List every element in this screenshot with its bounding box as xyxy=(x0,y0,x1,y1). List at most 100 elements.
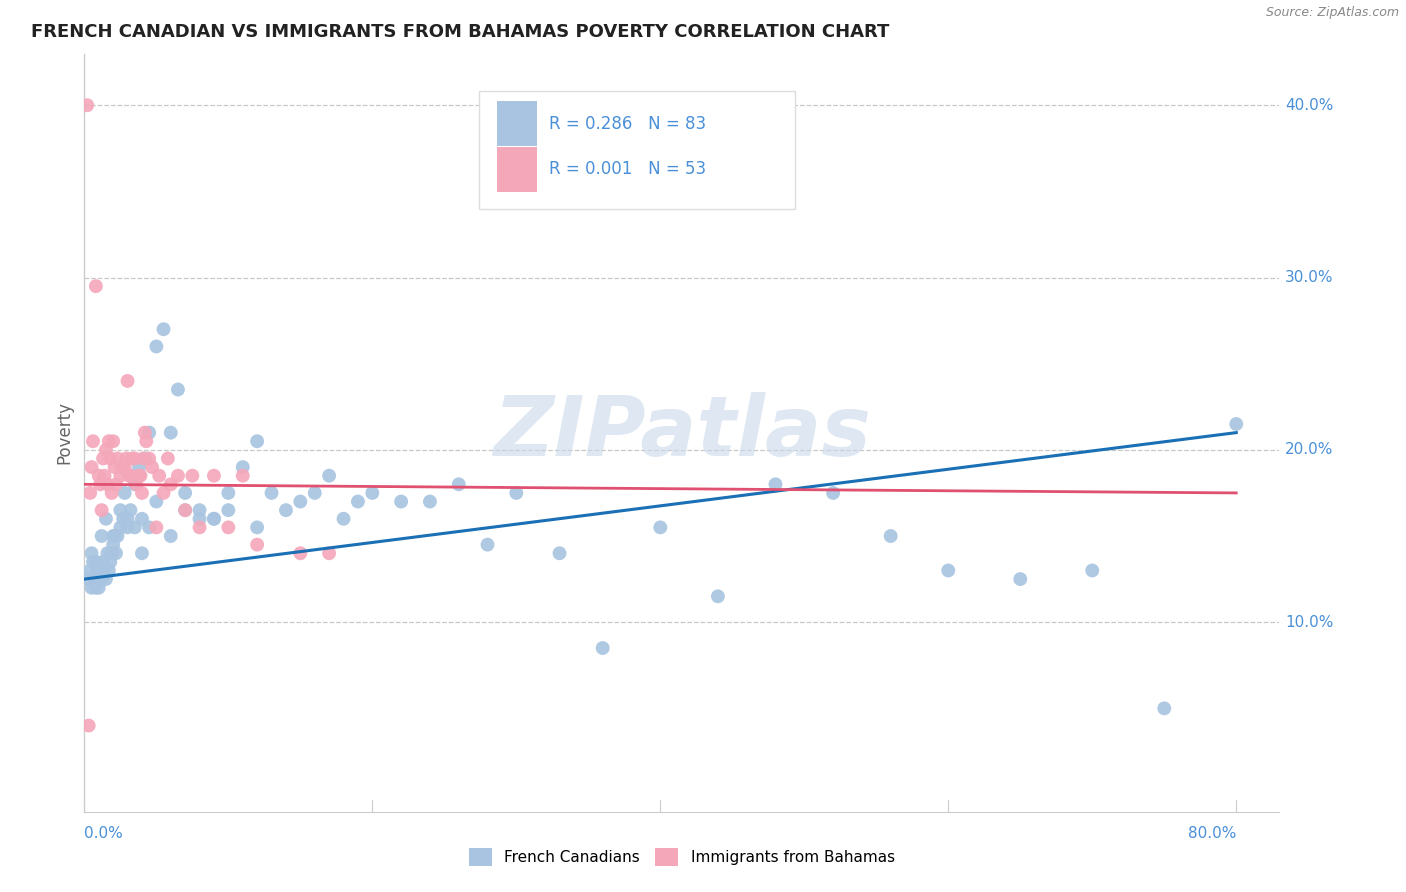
Point xyxy=(290,494,312,508)
Point xyxy=(181,468,204,483)
Point xyxy=(332,512,354,526)
Point xyxy=(84,279,107,293)
Text: 10.0%: 10.0% xyxy=(1285,615,1334,630)
Point xyxy=(141,460,163,475)
Point xyxy=(79,564,101,578)
Point xyxy=(84,581,107,595)
Point xyxy=(124,477,146,491)
Point xyxy=(304,486,326,500)
Text: R = 0.286   N = 83: R = 0.286 N = 83 xyxy=(550,115,706,133)
Point xyxy=(290,546,312,560)
Point xyxy=(110,503,132,517)
Point xyxy=(202,512,225,526)
Point xyxy=(107,451,129,466)
Point xyxy=(101,434,124,449)
Legend: French Canadians, Immigrants from Bahamas: French Canadians, Immigrants from Bahama… xyxy=(463,841,901,872)
Point xyxy=(1081,564,1104,578)
Point xyxy=(114,460,136,475)
FancyBboxPatch shape xyxy=(496,102,537,146)
Point xyxy=(1153,701,1175,715)
Point xyxy=(131,546,153,560)
Point xyxy=(91,451,114,466)
Point xyxy=(87,468,110,483)
Point xyxy=(202,468,225,483)
Point xyxy=(347,494,370,508)
Point xyxy=(96,477,118,491)
Point xyxy=(128,468,150,483)
Point xyxy=(823,486,845,500)
Point xyxy=(152,486,174,500)
Point xyxy=(260,486,283,500)
Point xyxy=(174,503,197,517)
Point xyxy=(145,520,167,534)
Point xyxy=(217,520,239,534)
Point xyxy=(84,555,107,569)
Point xyxy=(232,468,254,483)
Point xyxy=(100,546,122,560)
Point xyxy=(110,520,132,534)
Point xyxy=(101,538,124,552)
Point xyxy=(131,486,153,500)
Point xyxy=(117,512,139,526)
Point xyxy=(83,572,105,586)
Text: 0.0%: 0.0% xyxy=(84,825,124,840)
Point xyxy=(117,520,139,534)
Point xyxy=(79,486,101,500)
Text: ZIPatlas: ZIPatlas xyxy=(494,392,870,473)
Point xyxy=(94,572,117,586)
Point xyxy=(94,442,117,457)
Point xyxy=(80,546,103,560)
Point xyxy=(104,529,127,543)
Point xyxy=(246,538,269,552)
Point xyxy=(879,529,901,543)
Text: R = 0.001   N = 53: R = 0.001 N = 53 xyxy=(550,161,706,178)
Point xyxy=(138,451,160,466)
Point xyxy=(82,555,104,569)
Point xyxy=(101,529,124,543)
Point xyxy=(174,503,197,517)
Point xyxy=(77,718,100,732)
Point xyxy=(125,477,148,491)
Point xyxy=(217,503,239,517)
FancyBboxPatch shape xyxy=(479,92,796,209)
Point xyxy=(156,451,179,466)
Point xyxy=(90,503,112,517)
Point xyxy=(82,434,104,449)
Text: 30.0%: 30.0% xyxy=(1285,270,1334,285)
Point xyxy=(361,486,384,500)
Point xyxy=(114,486,136,500)
Point xyxy=(87,581,110,595)
Point xyxy=(104,460,127,475)
Text: Source: ZipAtlas.com: Source: ZipAtlas.com xyxy=(1265,6,1399,20)
Point xyxy=(91,555,114,569)
Text: FRENCH CANADIAN VS IMMIGRANTS FROM BAHAMAS POVERTY CORRELATION CHART: FRENCH CANADIAN VS IMMIGRANTS FROM BAHAM… xyxy=(31,23,889,41)
Point xyxy=(707,590,730,604)
Point xyxy=(124,451,146,466)
Point xyxy=(145,339,167,353)
Point xyxy=(117,374,139,388)
Point xyxy=(1225,417,1247,431)
Text: 20.0%: 20.0% xyxy=(1285,442,1334,458)
Point xyxy=(188,520,211,534)
Point xyxy=(107,529,129,543)
Point xyxy=(188,512,211,526)
Point xyxy=(121,451,143,466)
Point xyxy=(138,425,160,440)
Point xyxy=(98,451,121,466)
Point xyxy=(89,564,111,578)
Point xyxy=(505,486,527,500)
Point xyxy=(135,434,157,449)
Point xyxy=(167,383,190,397)
Y-axis label: Poverty: Poverty xyxy=(55,401,73,464)
Point xyxy=(274,503,297,517)
Point xyxy=(389,494,412,508)
Point xyxy=(118,468,141,483)
Text: 40.0%: 40.0% xyxy=(1285,98,1334,112)
Point xyxy=(246,434,269,449)
Point xyxy=(110,468,132,483)
Point xyxy=(152,322,174,336)
Point xyxy=(100,486,122,500)
Point xyxy=(650,520,672,534)
Point xyxy=(112,512,135,526)
Point xyxy=(111,460,134,475)
